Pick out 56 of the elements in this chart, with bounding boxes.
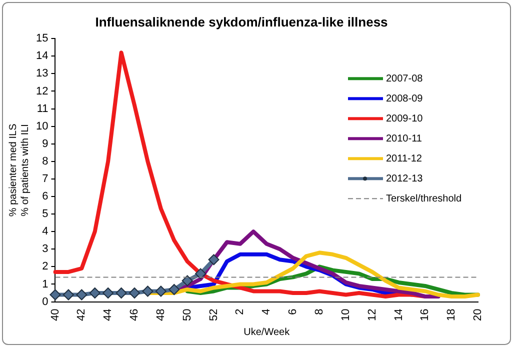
x-axis-title: Uke/Week [244, 326, 291, 338]
point [208, 254, 220, 266]
point [50, 289, 61, 300]
point [116, 287, 127, 298]
legend-label: 2011-12 [386, 153, 422, 164]
y-tick-label: 13 [36, 68, 48, 80]
point [182, 275, 193, 286]
y-tick-label: 5 [42, 208, 48, 220]
x-tick-label: 44 [102, 308, 114, 322]
x-tick-label: 16 [419, 308, 432, 322]
y-tick-label: 1 [42, 278, 48, 290]
x-tick-label: 40 [49, 308, 62, 322]
point [129, 287, 140, 298]
y-tick-label: 15 [36, 32, 48, 45]
x-tick-label: 6 [287, 308, 300, 315]
y-tick-label: 12 [36, 85, 48, 98]
x-tick-label: 46 [128, 308, 141, 322]
y-tick-label: 4 [42, 226, 48, 238]
y-tick-label: 7 [42, 172, 48, 185]
x-tick-label: 42 [76, 308, 88, 322]
point [155, 286, 166, 297]
y-tick-label: 0 [42, 296, 48, 308]
point [102, 287, 114, 298]
legend-label: 2012-13 [386, 173, 424, 184]
y-tick-label: 11 [36, 102, 48, 115]
y-tick-label: 3 [42, 243, 48, 256]
x-tick-label: 50 [181, 308, 194, 322]
point [89, 287, 100, 298]
point [76, 289, 88, 300]
x-tick-label: 4 [260, 308, 273, 315]
x-tick-label: 2 [234, 308, 246, 315]
x-tick-label: 14 [392, 308, 405, 322]
legend-label: 2009-10 [386, 113, 424, 124]
point [168, 284, 180, 295]
y-tick-label: 10 [36, 120, 48, 132]
y-tick-label: 2 [42, 260, 48, 273]
x-tick-label: 52 [208, 308, 220, 322]
legend-label: Terskel/threshold [386, 193, 462, 204]
x-tick-label: 12 [366, 308, 378, 322]
y-axis-title: % pasienter med ILS % of patients with ILI [8, 123, 31, 217]
point [62, 289, 74, 300]
y-tick-label: 8 [42, 155, 48, 168]
x-tick-label: 8 [313, 308, 326, 315]
legend-label: 2007-08 [386, 73, 424, 84]
x-tick-label: 10 [340, 308, 352, 322]
y-tick-label: 9 [42, 138, 48, 150]
x-tick-label: 48 [154, 308, 167, 322]
legend-label: 2010-11 [386, 133, 422, 144]
legend-label: 2008-09 [386, 93, 424, 104]
y-tick-label: 14 [36, 50, 48, 62]
x-tick-label: 20 [472, 308, 484, 322]
point [195, 268, 206, 280]
x-tick-label: 18 [446, 308, 458, 322]
chart-title: Influensaliknende sykdom/influenza-like illness [95, 14, 388, 30]
y-tick-label: 6 [42, 190, 48, 203]
point [142, 286, 154, 297]
